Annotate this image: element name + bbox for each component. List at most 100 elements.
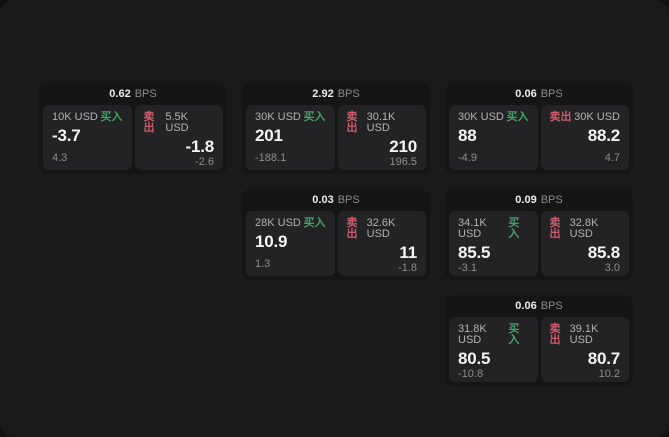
quote-card[interactable]: 0.09 BPS 34.1K USD 买入 85.5 -3.1 卖出 32.8K… — [445, 189, 633, 280]
bps-value: 0.06 — [515, 87, 537, 100]
buy-quote-tile: 31.8K USD 买入 80.5 -10.8 — [449, 317, 538, 382]
bps-unit-label: BPS — [337, 193, 360, 206]
card-header: 0.06 BPS — [449, 83, 629, 105]
sell-size-label: 32.8K USD — [569, 217, 599, 240]
quote-card[interactable]: 0.03 BPS 28K USD 买入 10.9 1.3 卖出 32.6K US… — [242, 189, 430, 280]
buy-price-value: 88 — [458, 126, 477, 145]
buy-tile-header: 10K USD 买入 — [52, 112, 123, 123]
buy-size-label: 30K USD — [458, 111, 504, 123]
buy-delta-value: -10.8 — [458, 367, 484, 380]
sell-price-value: 80.7 — [587, 349, 620, 368]
sell-tile-header: 卖出 30K USD — [550, 112, 621, 123]
bps-value: 0.09 — [515, 193, 537, 206]
sell-price-value: 210 — [389, 137, 417, 156]
sell-quote-tile: 卖出 5.5K USD -1.8 -2.6 — [134, 105, 223, 170]
sell-side-badge: 卖出 — [143, 111, 155, 134]
quote-card[interactable]: 2.92 BPS 30K USD 买入 201 -188.1 卖出 30.1K … — [242, 83, 430, 174]
bps-unit-label: BPS — [337, 87, 360, 100]
sell-side-badge: 卖出 — [346, 217, 358, 240]
sell-quote-tile: 卖出 39.1K USD 80.7 10.2 — [540, 317, 629, 382]
sell-tile-header: 卖出 5.5K USD — [144, 112, 215, 134]
sell-delta-value: 196.5 — [389, 155, 417, 168]
buy-size-label: 10K USD — [52, 111, 98, 123]
card-header: 0.03 BPS — [246, 189, 426, 211]
buy-price-value: 85.5 — [458, 243, 491, 262]
sell-quote-tile: 卖出 30K USD 88.2 4.7 — [540, 105, 629, 170]
quote-card[interactable]: 0.06 BPS 31.8K USD 买入 80.5 -10.8 卖出 39.1… — [445, 295, 633, 386]
buy-delta-value: -3.1 — [458, 261, 477, 274]
sell-size-label: 30K USD — [574, 111, 620, 123]
buy-size-label: 31.8K USD — [458, 323, 487, 346]
card-body: 34.1K USD 买入 85.5 -3.1 卖出 32.8K USD 85.8… — [449, 211, 629, 276]
card-body: 28K USD 买入 10.9 1.3 卖出 32.6K USD 11 -1.8 — [246, 211, 426, 276]
sell-quote-tile: 卖出 32.6K USD 11 -1.8 — [337, 211, 426, 276]
buy-price-value: 10.9 — [255, 232, 288, 251]
buy-side-badge: 买入 — [508, 323, 520, 346]
bps-value: 0.62 — [109, 87, 131, 100]
buy-price-value: 201 — [255, 126, 283, 145]
buy-quote-tile: 34.1K USD 买入 85.5 -3.1 — [449, 211, 538, 276]
card-header: 0.06 BPS — [449, 295, 629, 317]
sell-tile-header: 卖出 32.6K USD — [347, 218, 418, 240]
buy-price-value: -3.7 — [52, 126, 81, 145]
bps-value: 2.92 — [312, 87, 334, 100]
bps-unit-label: BPS — [134, 87, 157, 100]
card-header: 0.09 BPS — [449, 189, 629, 211]
buy-delta-value: -188.1 — [255, 152, 287, 164]
sell-price-value: 88.2 — [587, 126, 620, 145]
sell-side-badge: 卖出 — [549, 323, 561, 346]
sell-delta-value: -1.8 — [398, 261, 417, 274]
card-header: 0.62 BPS — [43, 83, 223, 105]
bps-unit-label: BPS — [540, 193, 563, 206]
buy-quote-tile: 30K USD 买入 88 -4.9 — [449, 105, 538, 170]
buy-price-value: 80.5 — [458, 349, 491, 368]
buy-quote-tile: 10K USD 买入 -3.7 4.3 — [43, 105, 132, 170]
buy-delta-value: 4.3 — [52, 152, 68, 164]
bps-value: 0.03 — [312, 193, 334, 206]
quote-card[interactable]: 0.06 BPS 30K USD 买入 88 -4.9 卖出 30K USD 8… — [445, 83, 633, 174]
bps-unit-label: BPS — [540, 299, 563, 312]
quote-card[interactable]: 0.62 BPS 10K USD 买入 -3.7 4.3 卖出 5.5K USD… — [39, 83, 227, 174]
buy-quote-tile: 30K USD 买入 201 -188.1 — [246, 105, 335, 170]
card-header: 2.92 BPS — [246, 83, 426, 105]
buy-tile-header: 30K USD 买入 — [458, 112, 529, 123]
buy-delta-value: 1.3 — [255, 258, 271, 270]
buy-tile-header: 34.1K USD 买入 — [458, 218, 529, 240]
buy-size-label: 34.1K USD — [458, 217, 487, 240]
sell-size-label: 30.1K USD — [366, 111, 396, 134]
card-body: 31.8K USD 买入 80.5 -10.8 卖出 39.1K USD 80.… — [449, 317, 629, 382]
buy-side-badge: 买入 — [508, 217, 520, 240]
sell-side-badge: 卖出 — [549, 217, 561, 240]
buy-tile-header: 31.8K USD 买入 — [458, 324, 529, 346]
sell-quote-tile: 卖出 32.8K USD 85.8 3.0 — [540, 211, 629, 276]
buy-quote-tile: 28K USD 买入 10.9 1.3 — [246, 211, 335, 276]
buy-size-label: 28K USD — [255, 217, 301, 229]
sell-price-value: 85.8 — [587, 243, 620, 262]
buy-tile-header: 28K USD 买入 — [255, 218, 326, 229]
sell-tile-header: 卖出 39.1K USD — [550, 324, 621, 346]
sell-side-badge: 卖出 — [346, 111, 358, 134]
sell-tile-header: 卖出 32.8K USD — [550, 218, 621, 240]
sell-size-label: 39.1K USD — [569, 323, 599, 346]
buy-delta-value: -4.9 — [458, 152, 477, 164]
buy-side-badge: 买入 — [506, 111, 529, 123]
sell-size-label: 32.6K USD — [366, 217, 396, 240]
sell-tile-header: 卖出 30.1K USD — [347, 112, 418, 134]
quote-cards-grid: 0.62 BPS 10K USD 买入 -3.7 4.3 卖出 5.5K USD… — [39, 83, 633, 386]
sell-size-label: 5.5K USD — [165, 111, 189, 134]
sell-price-value: 11 — [399, 243, 417, 262]
sell-price-value: -1.8 — [185, 137, 215, 156]
buy-side-badge: 买入 — [100, 111, 123, 123]
buy-size-label: 30K USD — [255, 111, 301, 123]
bps-value: 0.06 — [515, 299, 537, 312]
buy-side-badge: 买入 — [303, 217, 326, 229]
sell-delta-value: 4.7 — [604, 152, 620, 164]
sell-side-badge: 卖出 — [549, 111, 572, 123]
bps-unit-label: BPS — [540, 87, 563, 100]
sell-quote-tile: 卖出 30.1K USD 210 196.5 — [337, 105, 426, 170]
sell-delta-value: -2.6 — [195, 155, 214, 168]
sell-delta-value: 3.0 — [604, 261, 620, 274]
card-body: 30K USD 买入 201 -188.1 卖出 30.1K USD 210 1… — [246, 105, 426, 170]
card-body: 10K USD 买入 -3.7 4.3 卖出 5.5K USD -1.8 -2.… — [43, 105, 223, 170]
buy-tile-header: 30K USD 买入 — [255, 112, 326, 123]
